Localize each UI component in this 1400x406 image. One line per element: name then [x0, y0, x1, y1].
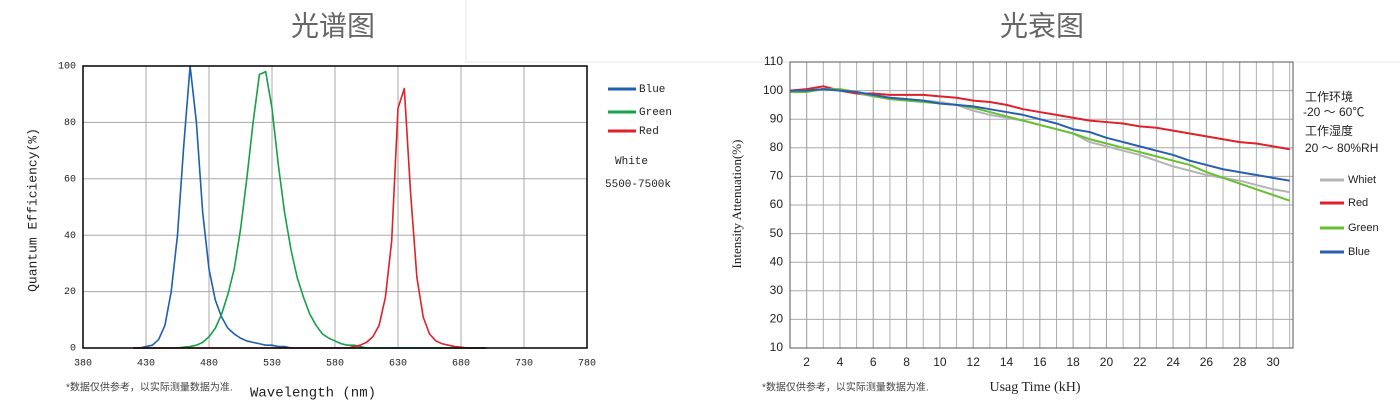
- x-tick-label: 12: [967, 355, 981, 369]
- series-line: [133, 87, 487, 349]
- x-tick-label: 4: [837, 355, 844, 369]
- y-tick-label: 100: [763, 83, 783, 97]
- x-axis-label: Usag Time (kH): [989, 380, 1080, 395]
- legend-label: Red: [639, 126, 659, 138]
- y-tick-label: 80: [770, 140, 784, 154]
- x-tick-label: 630: [389, 359, 407, 370]
- y-tick-label: 50: [770, 226, 784, 240]
- x-tick-label: 730: [515, 359, 533, 370]
- x-tick-label: 10: [933, 355, 947, 369]
- x-tick-label: 580: [326, 359, 344, 370]
- x-tick-label: 780: [578, 359, 596, 370]
- legend-label: Blue: [639, 84, 665, 96]
- series-line: [133, 65, 487, 349]
- legend-label: Green: [639, 107, 672, 119]
- x-tick-label: 380: [74, 359, 92, 370]
- x-tick-label: 14: [1000, 355, 1014, 369]
- y-tick-label: 40: [770, 254, 784, 268]
- x-tick-label: 480: [200, 359, 218, 370]
- x-axis-label: Wavelength (nm): [250, 386, 376, 402]
- y-tick-label: 0: [70, 344, 76, 355]
- annotation: White: [615, 156, 648, 168]
- x-tick-label: 30: [1266, 355, 1280, 369]
- annotation: 5500-7500k: [605, 179, 671, 191]
- annotation: 工作环境: [1305, 89, 1353, 104]
- y-tick-label: 20: [770, 312, 784, 326]
- x-tick-label: 28: [1233, 355, 1247, 369]
- x-tick-label: 16: [1033, 355, 1047, 369]
- series-line: [789, 85, 1290, 151]
- y-tick-label: 90: [770, 111, 784, 125]
- footnote: *数据仅供参考，以实际测量数据为准.: [66, 381, 233, 394]
- legend-label: Red: [1348, 197, 1368, 209]
- x-tick-label: 18: [1066, 355, 1080, 369]
- series-line: [790, 88, 1290, 182]
- plot-frame: [789, 61, 1294, 349]
- footnote: *数据仅供参考，以实际测量数据为准.: [762, 381, 929, 394]
- x-tick-label: 2: [803, 355, 810, 369]
- y-tick-label: 30: [770, 283, 784, 297]
- header-frame: [465, 0, 1400, 63]
- x-tick-label: 530: [263, 359, 281, 370]
- x-tick-label: 6: [870, 355, 877, 369]
- y-tick-label: 100: [58, 62, 76, 73]
- y-tick-label: 110: [764, 54, 783, 68]
- annotation: 工作湿度: [1305, 123, 1353, 138]
- annotation: 20 ～ 80%RH: [1305, 141, 1378, 155]
- series-line: [790, 88, 1290, 202]
- y-tick-label: 60: [770, 197, 784, 211]
- x-tick-label: 22: [1133, 355, 1147, 369]
- y-tick-label: 20: [64, 287, 76, 298]
- plot-frame: [82, 65, 588, 349]
- y-tick-label: 10: [770, 340, 784, 354]
- chart-title: 光衰图: [1000, 10, 1084, 41]
- x-tick-label: 8: [903, 355, 910, 369]
- x-tick-label: 680: [452, 359, 470, 370]
- x-tick-label: 24: [1166, 355, 1180, 369]
- y-tick-label: 40: [64, 231, 76, 242]
- y-tick-label: 80: [64, 118, 76, 129]
- x-tick-label: 430: [137, 359, 155, 370]
- y-axis-label: Quantum Efficiency(%): [25, 128, 40, 292]
- legend-label: Blue: [1348, 246, 1370, 258]
- y-tick-label: 60: [64, 174, 76, 185]
- legend-label: Green: [1348, 222, 1379, 234]
- annotation: -20 ～ 60℃: [1303, 105, 1364, 119]
- legend-label: Whiet: [1348, 174, 1376, 186]
- x-tick-label: 26: [1200, 355, 1214, 369]
- y-tick-label: 70: [770, 169, 784, 183]
- y-axis-label: Intensity Attenuation(%): [729, 140, 744, 269]
- chart-title: 光谱图: [291, 10, 375, 41]
- x-tick-label: 20: [1100, 355, 1114, 369]
